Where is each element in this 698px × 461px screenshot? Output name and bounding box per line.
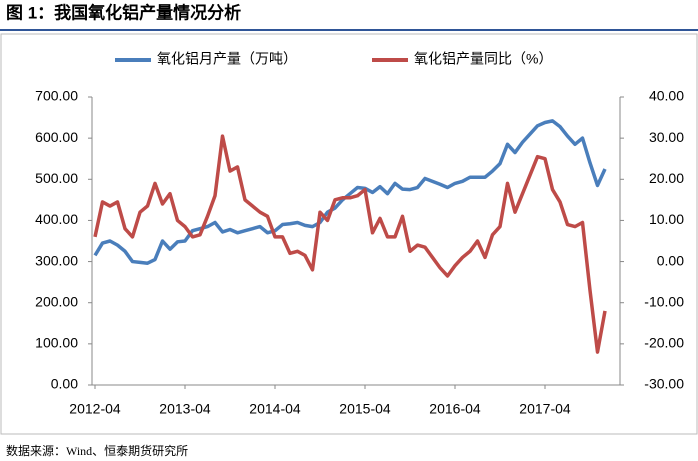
x-tick-label: 2013-04	[159, 401, 211, 417]
x-tick-label: 2017-04	[519, 401, 571, 417]
y2-tick-label: 20.00	[649, 170, 684, 186]
legend-label: 氧化铝月产量（万吨）	[157, 51, 297, 67]
source-note: 数据来源：Wind、恒泰期货研究所	[6, 443, 188, 458]
chart-frame	[0, 33, 698, 435]
y2-tick-label: 40.00	[649, 88, 684, 104]
page-title: 图 1：我国氧化铝产量情况分析	[6, 2, 241, 22]
y-tick-label: 200.00	[35, 293, 78, 309]
y-tick-label: 0.00	[51, 376, 78, 392]
x-tick-label: 2016-04	[429, 401, 481, 417]
y-tick-label: 400.00	[35, 211, 78, 227]
y-tick-label: 500.00	[35, 170, 78, 186]
y2-tick-label: 10.00	[649, 211, 684, 227]
x-tick-label: 2012-04	[69, 401, 121, 417]
y2-tick-label: 0.00	[657, 252, 684, 268]
legend-label: 氧化铝产量同比（%）	[414, 51, 552, 67]
series-line	[93, 119, 607, 265]
y2-tick-label: -30.00	[644, 376, 684, 392]
y2-tick-label: -20.00	[644, 335, 684, 351]
y2-tick-label: 30.00	[649, 129, 684, 145]
y-tick-label: 600.00	[35, 129, 78, 145]
y-tick-label: 100.00	[35, 335, 78, 351]
y-tick-label: 300.00	[35, 252, 78, 268]
y-tick-label: 700.00	[35, 88, 78, 104]
y2-tick-label: -10.00	[644, 293, 684, 309]
x-tick-label: 2014-04	[249, 401, 301, 417]
x-tick-label: 2015-04	[339, 401, 391, 417]
series-line	[93, 134, 607, 354]
